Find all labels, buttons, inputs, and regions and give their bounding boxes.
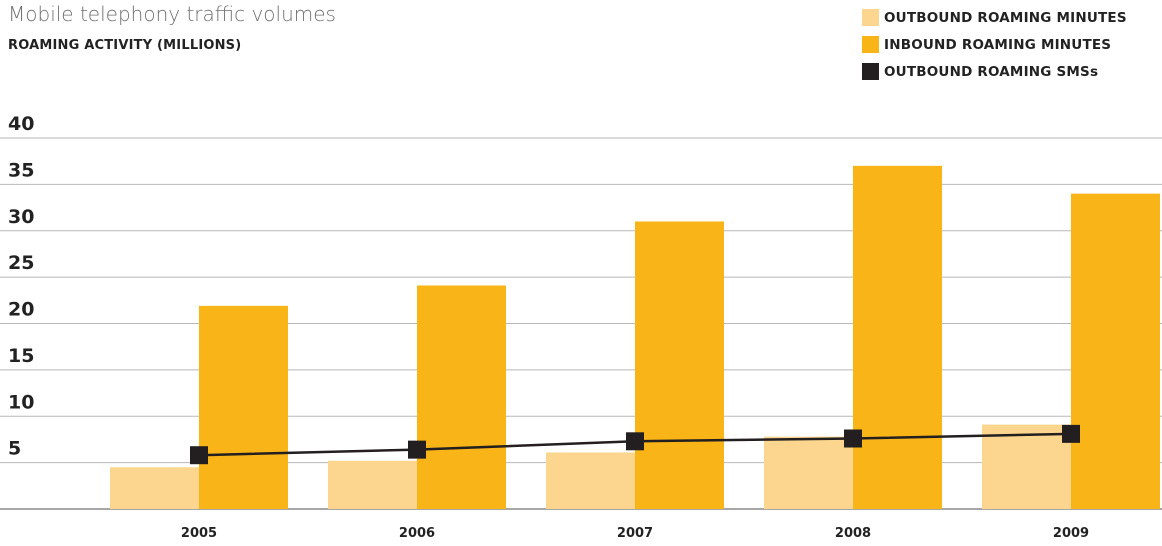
bar-outbound-minutes-2006 bbox=[328, 460, 417, 509]
legend-swatch-outbound-minutes bbox=[862, 9, 879, 26]
x-tick-label-2008: 2008 bbox=[835, 526, 871, 541]
marker-outbound-sms-2005 bbox=[190, 446, 208, 465]
bar-outbound-minutes-2009 bbox=[982, 424, 1071, 509]
marker-outbound-sms-2009 bbox=[1062, 424, 1080, 443]
legend: OUTBOUND ROAMING MINUTES INBOUND ROAMING… bbox=[862, 4, 1127, 85]
bar-inbound-minutes-2006 bbox=[417, 285, 506, 509]
legend-label-outbound-sms: OUTBOUND ROAMING SMSs bbox=[884, 63, 1099, 80]
y-tick-label-35: 35 bbox=[8, 159, 34, 181]
legend-swatch-inbound-minutes bbox=[862, 36, 879, 53]
bar-inbound-minutes-2007 bbox=[635, 221, 724, 509]
x-tick-label-2006: 2006 bbox=[399, 526, 435, 541]
y-tick-label-20: 20 bbox=[8, 299, 34, 321]
bar-outbound-minutes-2005 bbox=[110, 467, 199, 509]
legend-label-outbound-minutes: OUTBOUND ROAMING MINUTES bbox=[884, 9, 1127, 26]
y-tick-label-25: 25 bbox=[8, 252, 34, 274]
legend-item-inbound-minutes: INBOUND ROAMING MINUTES bbox=[862, 31, 1127, 58]
marker-outbound-sms-2006 bbox=[408, 440, 426, 459]
legend-item-outbound-minutes: OUTBOUND ROAMING MINUTES bbox=[862, 4, 1127, 31]
marker-outbound-sms-2007 bbox=[626, 432, 644, 451]
y-tick-label-5: 5 bbox=[8, 438, 21, 460]
legend-label-inbound-minutes: INBOUND ROAMING MINUTES bbox=[884, 36, 1112, 53]
y-tick-label-30: 30 bbox=[8, 206, 34, 228]
bar-inbound-minutes-2009 bbox=[1071, 193, 1160, 509]
x-tick-label-2009: 2009 bbox=[1053, 526, 1089, 541]
y-tick-label-15: 15 bbox=[8, 345, 34, 367]
bar-outbound-minutes-2007 bbox=[546, 452, 635, 509]
chart-title: Mobile telephony traffic volumes bbox=[8, 2, 336, 26]
y-tick-label-40: 40 bbox=[8, 113, 34, 135]
bar-inbound-minutes-2005 bbox=[199, 305, 288, 509]
legend-item-outbound-sms: OUTBOUND ROAMING SMSs bbox=[862, 58, 1127, 85]
x-tick-label-2005: 2005 bbox=[181, 526, 217, 541]
legend-swatch-outbound-sms bbox=[862, 63, 879, 80]
bar-outbound-minutes-2008 bbox=[764, 436, 853, 509]
bar-inbound-minutes-2008 bbox=[853, 165, 942, 509]
y-tick-label-10: 10 bbox=[8, 391, 34, 413]
x-tick-label-2007: 2007 bbox=[617, 526, 653, 541]
marker-outbound-sms-2008 bbox=[844, 429, 862, 448]
chart-subtitle: ROAMING ACTIVITY (MILLIONS) bbox=[8, 38, 242, 53]
